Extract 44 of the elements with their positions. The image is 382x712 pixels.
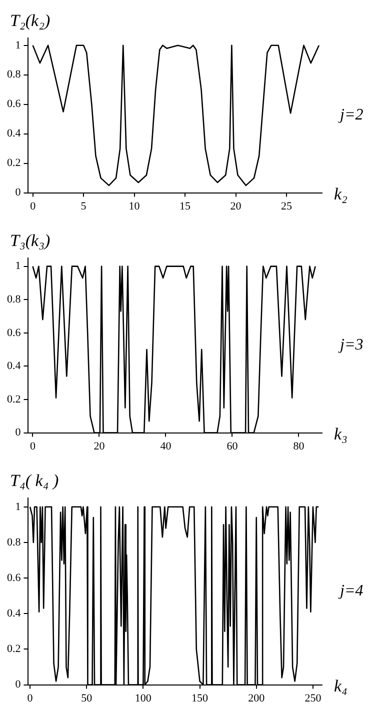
y-tick-label: 1 [15, 260, 21, 272]
x-tick-label: 0 [27, 692, 34, 704]
y-tick-label: 0.6 [7, 572, 22, 584]
x-tick-label: 0 [30, 200, 36, 212]
x-tick-label: 250 [304, 692, 322, 704]
x-tick-label: 100 [134, 692, 152, 704]
y-tick-label: 0.2 [7, 157, 21, 170]
x-tick-label: 40 [160, 440, 172, 452]
x-tick-label: 200 [248, 692, 266, 704]
x-tick-label: 10 [128, 200, 140, 212]
x-tick-label: 25 [280, 200, 292, 212]
x-tick-label: 0 [30, 440, 36, 452]
x-tick-label: 50 [81, 692, 93, 704]
x-tick-label: 20 [230, 200, 242, 212]
y-tick-label: 0.6 [7, 326, 22, 339]
y-tick-label: 0.4 [7, 608, 22, 620]
y-tick-label: 1 [15, 500, 21, 513]
text: j=4 [338, 582, 364, 600]
y-tick-label: 0.8 [7, 68, 22, 81]
x-axis-title: k₂ [334, 184, 348, 204]
y-tick-label: 0.2 [7, 643, 21, 656]
y-tick-label: 0 [15, 426, 22, 439]
x-tick-label: 5 [80, 200, 87, 212]
y-axis-title: T₃(k₃) [10, 230, 50, 250]
x-tick-label: 150 [192, 692, 209, 704]
x-axis-title: k₃ [334, 424, 348, 444]
text: j=3 [338, 336, 364, 354]
y-axis-title: T₄( k₄ ) [10, 470, 59, 490]
x-tick-label: 60 [226, 440, 238, 452]
x-tick-label: 20 [94, 440, 106, 452]
x-tick-label: 80 [293, 440, 305, 452]
y-tick-label: 1 [15, 39, 21, 52]
y-tick-label: 0 [15, 186, 22, 199]
y-tick-label: 0.8 [7, 536, 22, 548]
y-tick-label: 0.8 [7, 294, 22, 306]
y-tick-label: 0.4 [7, 128, 22, 140]
y-tick-label: 0 [15, 678, 22, 691]
text: j=2 [338, 106, 364, 124]
y-tick-label: 0.6 [7, 98, 22, 110]
y-axis-title: T₂(k₂) [10, 10, 50, 30]
x-axis-title: k₄ [334, 676, 348, 696]
x-tick-label: 15 [180, 200, 192, 212]
y-tick-label: 0.4 [7, 360, 22, 372]
y-tick-label: 0.2 [7, 393, 21, 406]
